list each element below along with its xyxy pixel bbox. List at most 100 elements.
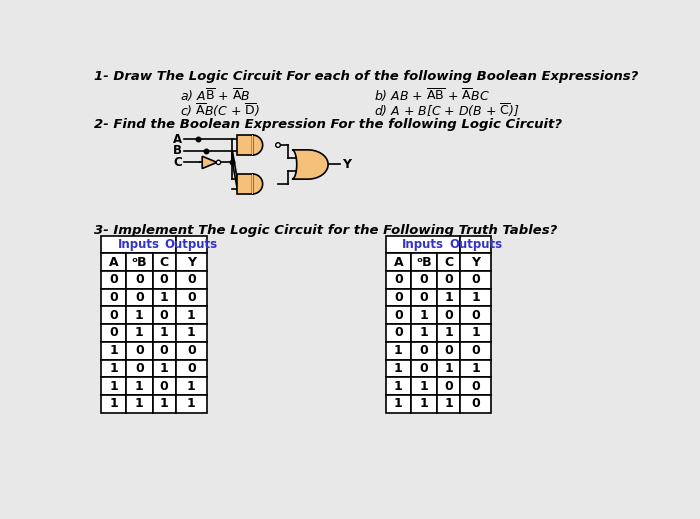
Bar (386, 360, 411, 377)
Bar (437, 271, 461, 289)
Bar (411, 377, 437, 395)
Text: 1: 1 (135, 397, 143, 411)
Bar (153, 306, 176, 324)
Bar (176, 253, 207, 271)
Bar (461, 342, 491, 360)
Text: A: A (393, 255, 403, 269)
Text: 0: 0 (419, 344, 428, 357)
Bar (102, 360, 126, 377)
Text: 1: 1 (109, 379, 118, 392)
Bar (386, 289, 411, 306)
Bar (126, 377, 153, 395)
Bar (461, 253, 491, 271)
Text: 1: 1 (135, 309, 143, 322)
Bar (176, 360, 207, 377)
Text: C: C (174, 156, 182, 169)
Bar (176, 324, 207, 342)
Bar (153, 253, 176, 271)
Bar (153, 289, 176, 306)
Bar (411, 395, 437, 413)
Text: 1: 1 (160, 291, 169, 304)
Bar (437, 395, 461, 413)
Text: 0: 0 (160, 274, 169, 286)
Bar (102, 377, 126, 395)
Text: 1: 1 (160, 326, 169, 339)
Bar (126, 342, 153, 360)
Text: Outputs: Outputs (449, 238, 503, 251)
Bar (437, 289, 461, 306)
Text: 0: 0 (444, 379, 453, 392)
Text: 0: 0 (471, 397, 480, 411)
Text: Outputs: Outputs (164, 238, 218, 251)
Polygon shape (202, 156, 217, 169)
Wedge shape (253, 174, 262, 194)
Text: 1: 1 (394, 379, 402, 392)
Circle shape (216, 160, 221, 165)
Text: ᵒB: ᵒB (416, 255, 432, 269)
Text: 0: 0 (109, 309, 118, 322)
Bar (411, 324, 437, 342)
Bar (102, 253, 126, 271)
Text: 0: 0 (135, 274, 143, 286)
Text: 0: 0 (109, 291, 118, 304)
Bar (237, 174, 253, 194)
Text: A: A (173, 133, 182, 146)
Bar (461, 395, 491, 413)
Bar (126, 360, 153, 377)
Text: Y: Y (471, 255, 480, 269)
Text: 1: 1 (109, 344, 118, 357)
Text: 0: 0 (160, 344, 169, 357)
Text: 0: 0 (471, 344, 480, 357)
Text: 1: 1 (187, 309, 196, 322)
Text: 1: 1 (444, 326, 453, 339)
Text: 1: 1 (187, 397, 196, 411)
Bar (461, 324, 491, 342)
Text: 1: 1 (394, 397, 402, 411)
Bar (153, 395, 176, 413)
Bar (176, 377, 207, 395)
Text: 0: 0 (135, 344, 143, 357)
Text: 0: 0 (135, 291, 143, 304)
Bar (153, 324, 176, 342)
Bar (102, 271, 126, 289)
Bar (126, 324, 153, 342)
Bar (102, 342, 126, 360)
Text: B: B (173, 144, 182, 157)
Bar (102, 395, 126, 413)
Bar (411, 253, 437, 271)
Bar (386, 342, 411, 360)
Text: d) A + B[C + D(B + $\overline{\rm C}$)]: d) A + B[C + D(B + $\overline{\rm C}$)] (374, 102, 520, 119)
Polygon shape (292, 150, 328, 179)
Bar (153, 360, 176, 377)
Text: 1: 1 (160, 397, 169, 411)
Text: 1: 1 (160, 362, 169, 375)
Bar (102, 306, 126, 324)
Text: 0: 0 (394, 274, 402, 286)
Circle shape (276, 143, 280, 147)
Bar (386, 324, 411, 342)
Wedge shape (253, 135, 262, 155)
Text: 1: 1 (471, 291, 480, 304)
Text: Inputs: Inputs (118, 238, 160, 251)
Text: 0: 0 (187, 344, 196, 357)
Bar (437, 324, 461, 342)
Bar (126, 253, 153, 271)
Bar (126, 306, 153, 324)
Text: 1: 1 (444, 362, 453, 375)
Bar (252, 174, 253, 194)
Bar (437, 360, 461, 377)
Bar (461, 236, 491, 253)
Bar (386, 271, 411, 289)
Text: 1: 1 (135, 326, 143, 339)
Text: 0: 0 (471, 274, 480, 286)
Text: 0: 0 (135, 362, 143, 375)
Text: c) $\overline{\rm A}$B(C + $\overline{\rm D}$): c) $\overline{\rm A}$B(C + $\overline{\r… (181, 102, 260, 119)
Text: 0: 0 (187, 291, 196, 304)
Text: 1: 1 (394, 344, 402, 357)
Bar (153, 271, 176, 289)
Bar (386, 236, 461, 253)
Text: 1: 1 (419, 309, 428, 322)
Bar (176, 271, 207, 289)
Bar (176, 306, 207, 324)
Bar (176, 236, 207, 253)
